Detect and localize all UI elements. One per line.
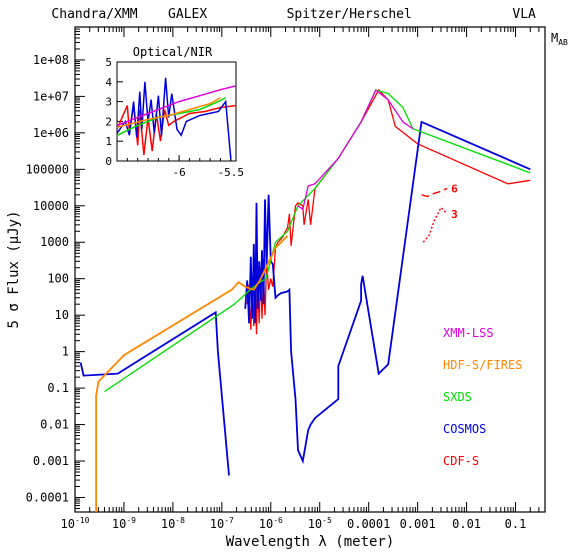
- legend-entry: CDF-S: [443, 454, 479, 468]
- y-tick-label: 1e+06: [33, 126, 69, 140]
- extra-curve-6: [421, 187, 448, 198]
- inset-title: Optical/NIR: [133, 45, 213, 59]
- y-tick-label: 100: [47, 272, 69, 286]
- extra-curve-3: [422, 206, 448, 243]
- series-line-cosmos: [79, 310, 230, 476]
- y-tick-label: 0.1: [47, 381, 69, 395]
- legend: XMM-LSS HDF-S/FIRES SXDS COSMOS CDF-S: [443, 326, 522, 468]
- y-tick-label: 1: [62, 345, 69, 359]
- extra-curve-label-3: 3: [451, 208, 458, 221]
- inset-optical-nir: Optical/NIR 0 1 2 3 4 5 -6 -5.5: [105, 45, 244, 179]
- top-labels: Chandra/XMM GALEX Spitzer/Herschel VLA: [51, 7, 536, 22]
- y-tick-label: 100000: [26, 162, 69, 176]
- x-tick-label: 0.01: [452, 517, 481, 531]
- legend-entry: COSMOS: [443, 422, 486, 436]
- x-tick-label: 10-6: [259, 516, 283, 531]
- y-tick-label: 0.001: [33, 454, 69, 468]
- y-axis-title: 5 σ Flux (μJy): [6, 210, 22, 328]
- inset-y-tick-label: 3: [105, 96, 112, 109]
- x-tick-label: 0.0001: [347, 517, 390, 531]
- inset-series-xmm-lss: [117, 85, 236, 127]
- x-tick-label: 0.001: [400, 517, 436, 531]
- inset-series-cosmos: [117, 77, 232, 160]
- x-axis-ticks: 10-10 10-9 10-8 10-7 10-6 10-5 0.0001 0.001 0.01…: [61, 27, 546, 531]
- series-line-xmm-lss: [297, 88, 414, 211]
- inset-series-sxds: [117, 96, 227, 136]
- y-tick-label: 0.01: [40, 418, 69, 432]
- y-tick-label: 0.0001: [26, 490, 69, 504]
- top-label: VLA: [512, 7, 536, 22]
- inset-y-tick-label: 1: [105, 135, 112, 148]
- y-tick-label: 1e+07: [33, 89, 69, 103]
- series-line-cosmos-part2: [244, 120, 531, 465]
- series-line-hdf-s-fires: [95, 235, 289, 512]
- y-tick-label: 1e+08: [33, 53, 69, 67]
- inset-y-tick-label: 5: [105, 56, 112, 69]
- top-label: GALEX: [168, 7, 207, 22]
- inset-x-tick-label: -6: [172, 166, 185, 179]
- y-tick-label: 10: [55, 308, 69, 322]
- x-tick-label: 10-7: [210, 516, 234, 531]
- y-tick-label: 10000: [33, 199, 69, 213]
- legend-entry: SXDS: [443, 390, 472, 404]
- top-label: Chandra/XMM: [51, 7, 137, 22]
- legend-entry: XMM-LSS: [443, 326, 494, 340]
- series-layer: 63: [79, 88, 531, 512]
- plot-frame: [74, 26, 546, 513]
- y-axis-ticks: 0.0001 0.001 0.01 0.1 1 10 100 1000 10000 100000 1…: [26, 26, 85, 513]
- x-tick-label: 10-5: [308, 516, 332, 531]
- inset-y-tick-label: 2: [105, 115, 112, 128]
- x-tick-label: 10-9: [112, 516, 136, 531]
- inset-y-tick-label: 4: [105, 76, 112, 89]
- x-tick-label: 10-8: [161, 516, 185, 531]
- top-label: Spitzer/Herschel: [287, 7, 412, 22]
- y-tick-label: 1000: [40, 235, 69, 249]
- right-axis-title: MAB: [551, 31, 568, 47]
- legend-entry: HDF-S/FIRES: [443, 358, 522, 372]
- x-tick-label: 10-10: [61, 516, 90, 531]
- x-tick-label: 0.1: [505, 517, 527, 531]
- inset-x-tick-label: -5.5: [218, 166, 245, 179]
- inset-y-tick-label: 0: [105, 155, 112, 168]
- x-axis-title: Wavelength λ (meter): [226, 534, 395, 550]
- inset-series-hdf-s-fires: [117, 96, 221, 129]
- inset-series-layer: [117, 77, 236, 160]
- extra-curve-label-6: 6: [451, 182, 458, 195]
